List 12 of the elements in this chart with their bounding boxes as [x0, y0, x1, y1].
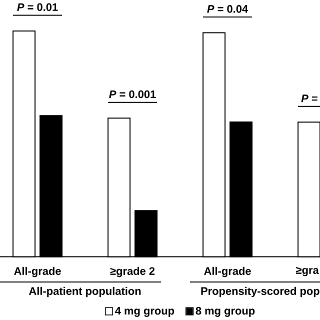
x-tick-label: ≥grade 2: [110, 266, 155, 278]
legend-label: 4 mg group: [115, 307, 174, 317]
text: P = 0.04: [207, 5, 248, 13]
annotation: P = 0.001: [109, 90, 156, 98]
x-tick-label: All-grade: [204, 266, 251, 278]
text: Propensity-scored pop: [201, 286, 320, 298]
legend-label: 8 mg group: [196, 306, 255, 317]
annotation: P =: [301, 94, 318, 102]
text: P = 0.01: [17, 3, 58, 11]
x-tick-label: All-grade: [14, 266, 61, 278]
text: All-patient population: [28, 286, 141, 298]
x-tick-label: ≥gra: [296, 266, 319, 276]
